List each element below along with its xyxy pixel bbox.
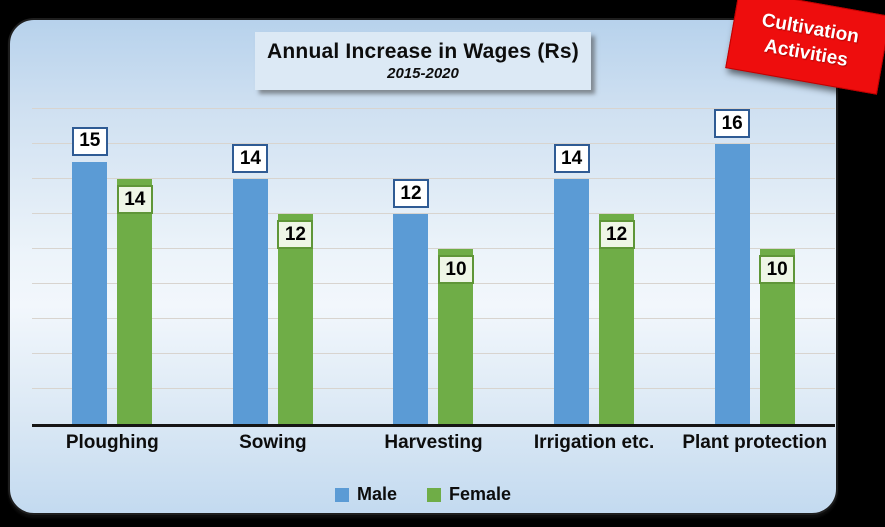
bar-group-sowing: 14 12	[193, 92, 354, 424]
bar-group-irrigation-etc: 14 12	[514, 92, 675, 424]
legend-label-male: Male	[356, 484, 397, 504]
value-label-male-harvesting: 12	[392, 179, 429, 209]
value-label-male-ploughing: 15	[71, 126, 108, 156]
value-label-female-sowing: 12	[277, 220, 314, 250]
x-label-irrigation-etc: Irrigation etc.	[533, 432, 655, 453]
gridline	[32, 178, 835, 180]
bar-female-ploughing	[117, 179, 153, 424]
plot-area: 15 14 14 12 12 10 14 12 16 10	[32, 92, 835, 427]
x-label-sowing: Sowing	[239, 432, 307, 453]
value-label-male-irrigation-etc: 14	[553, 144, 590, 174]
legend: Male Female	[10, 484, 836, 505]
x-label-ploughing: Ploughing	[65, 432, 159, 453]
bar-group-ploughing: 15 14	[32, 92, 193, 424]
value-label-female-plant-protection: 10	[759, 255, 796, 285]
chart-panel: Annual Increase in Wages (Rs) 2015-2020 …	[8, 18, 838, 515]
bar-group-harvesting: 12 10	[353, 92, 514, 424]
value-label-female-irrigation-etc: 12	[598, 220, 635, 250]
bar-male-harvesting	[393, 214, 429, 424]
gridline	[32, 143, 835, 145]
gridline	[32, 353, 835, 355]
bar-male-ploughing	[72, 161, 108, 424]
chart-title-box: Annual Increase in Wages (Rs) 2015-2020	[255, 32, 591, 90]
x-label-plant-protection: Plant protection	[682, 432, 827, 453]
legend-swatch-male-icon	[334, 487, 349, 502]
chart-subtitle: 2015-2020	[387, 65, 459, 82]
gridline	[32, 318, 835, 320]
x-axis-labels: Ploughing Sowing Harvesting Irrigation etc.…	[32, 432, 835, 454]
value-label-female-harvesting: 10	[437, 255, 474, 285]
value-label-female-ploughing: 14	[116, 185, 153, 215]
legend-label-female: Female	[448, 484, 512, 504]
x-label-harvesting: Harvesting	[384, 432, 483, 453]
value-label-male-sowing: 14	[232, 144, 269, 174]
gridline	[32, 388, 835, 390]
legend-item-male: Male	[334, 484, 397, 505]
gridline	[32, 248, 835, 250]
legend-swatch-female-icon	[426, 487, 441, 502]
gridline	[32, 283, 835, 285]
bar-male-plant-protection	[714, 144, 750, 424]
legend-item-female: Female	[426, 484, 512, 505]
value-label-male-plant-protection: 16	[714, 109, 751, 139]
gridline	[32, 213, 835, 215]
bar-group-plant-protection: 16 10	[674, 92, 835, 424]
bar-male-irrigation-etc	[554, 179, 590, 424]
bar-male-sowing	[232, 179, 268, 424]
gridline	[32, 108, 835, 110]
chart-title: Annual Increase in Wages (Rs)	[267, 40, 579, 63]
